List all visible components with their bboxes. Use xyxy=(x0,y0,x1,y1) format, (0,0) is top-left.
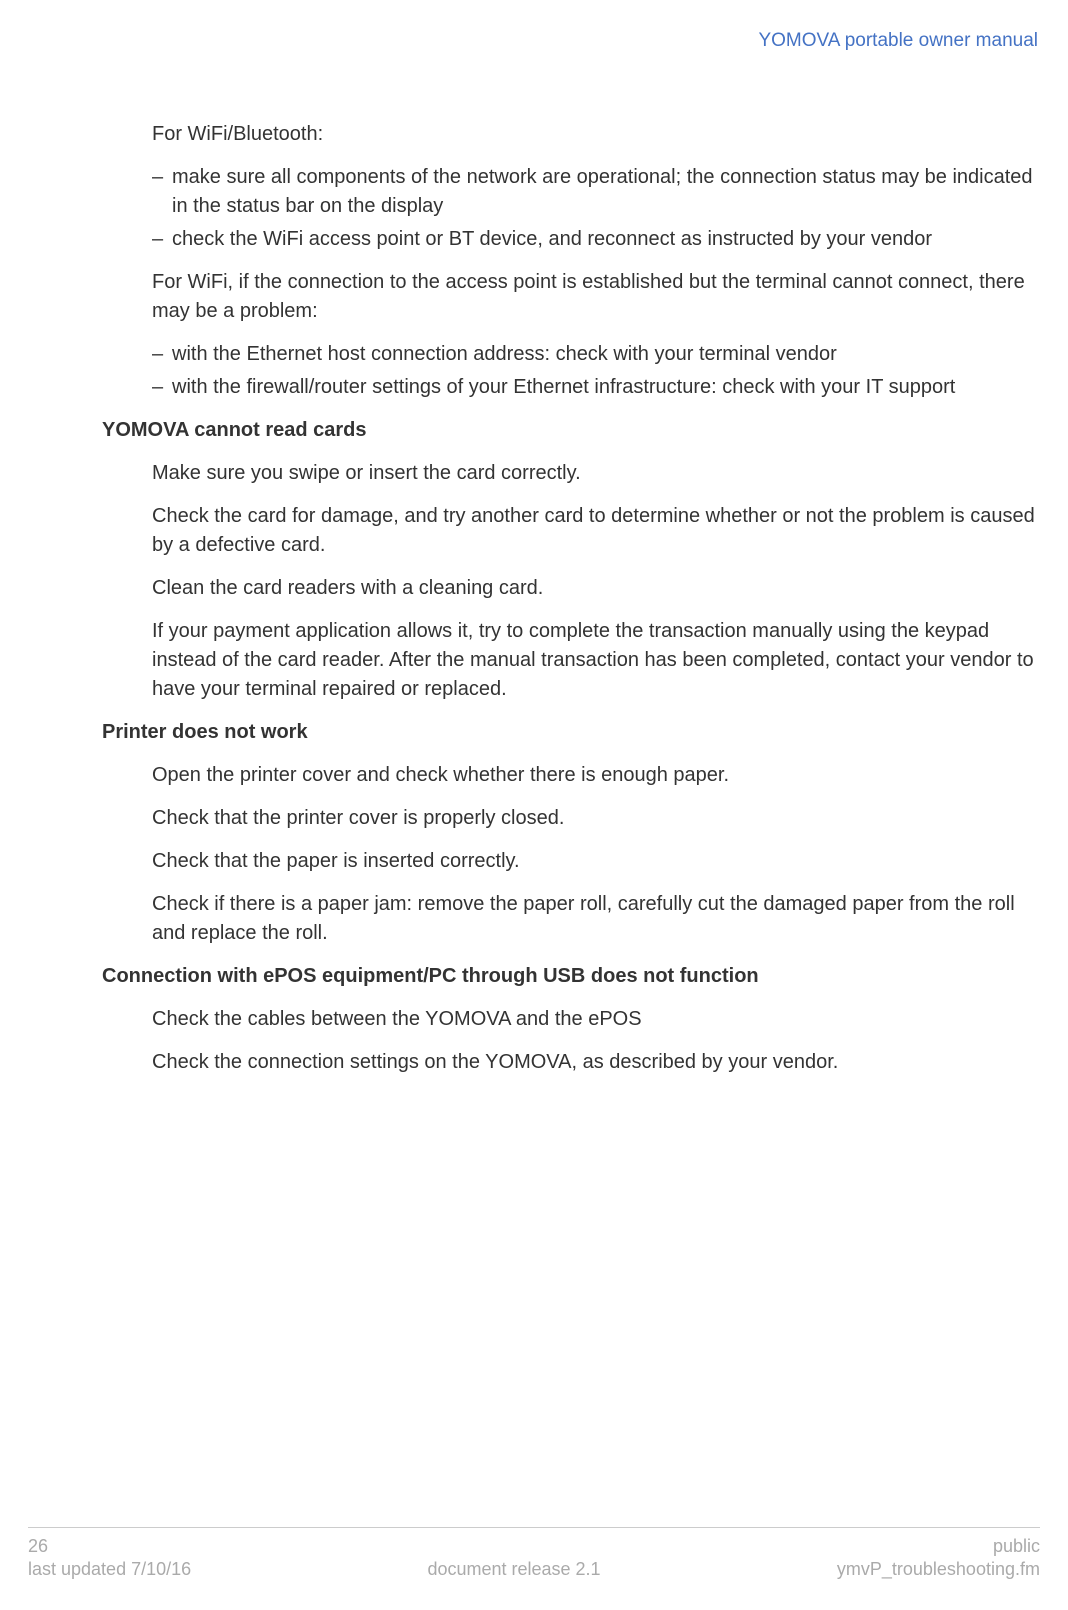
body-paragraph: Clean the card readers with a cleaning c… xyxy=(152,574,1040,603)
list-item-text: with the firewall/router settings of you… xyxy=(172,373,1040,402)
list-item: – check the WiFi access point or BT devi… xyxy=(152,225,1040,254)
section-heading: Printer does not work xyxy=(102,718,1040,747)
list-item: – make sure all components of the networ… xyxy=(152,163,1040,221)
section-heading: YOMOVA cannot read cards xyxy=(102,416,1040,445)
page-footer: 26 public last updated 7/10/16 document … xyxy=(28,1527,1040,1580)
dash-icon: – xyxy=(152,163,172,221)
body-paragraph: Open the printer cover and check whether… xyxy=(152,761,1040,790)
section-heading: Connection with ePOS equipment/PC throug… xyxy=(102,962,1040,991)
filename: ymvP_troubleshooting.fm xyxy=(837,1559,1040,1580)
page-number: 26 xyxy=(28,1536,48,1557)
dash-icon: – xyxy=(152,340,172,369)
document-release: document release 2.1 xyxy=(427,1559,600,1580)
list-item: – with the firewall/router settings of y… xyxy=(152,373,1040,402)
body-paragraph: Check the cables between the YOMOVA and … xyxy=(152,1005,1040,1034)
list-item-text: check the WiFi access point or BT device… xyxy=(172,225,1040,254)
list-item-text: make sure all components of the network … xyxy=(172,163,1040,221)
list-item-text: with the Ethernet host connection addres… xyxy=(172,340,1040,369)
footer-row: last updated 7/10/16 document release 2.… xyxy=(28,1559,1040,1580)
body-paragraph: Check the card for damage, and try anoth… xyxy=(152,502,1040,560)
header-title: YOMOVA portable owner manual xyxy=(758,30,1038,52)
intro-paragraph: For WiFi/Bluetooth: xyxy=(152,120,1040,149)
bullet-list: – make sure all components of the networ… xyxy=(152,163,1040,254)
footer-row: 26 public xyxy=(28,1536,1040,1557)
dash-icon: – xyxy=(152,373,172,402)
last-updated: last updated 7/10/16 xyxy=(28,1559,191,1580)
bullet-list: – with the Ethernet host connection addr… xyxy=(152,340,1040,402)
body-paragraph: Make sure you swipe or insert the card c… xyxy=(152,459,1040,488)
dash-icon: – xyxy=(152,225,172,254)
body-paragraph: Check the connection settings on the YOM… xyxy=(152,1048,1040,1077)
intro-paragraph: For WiFi, if the connection to the acces… xyxy=(152,268,1040,326)
page-content: For WiFi/Bluetooth: – make sure all comp… xyxy=(152,120,1040,1091)
classification-label: public xyxy=(993,1536,1040,1557)
body-paragraph: Check that the paper is inserted correct… xyxy=(152,847,1040,876)
body-paragraph: If your payment application allows it, t… xyxy=(152,617,1040,704)
body-paragraph: Check if there is a paper jam: remove th… xyxy=(152,890,1040,948)
body-paragraph: Check that the printer cover is properly… xyxy=(152,804,1040,833)
list-item: – with the Ethernet host connection addr… xyxy=(152,340,1040,369)
